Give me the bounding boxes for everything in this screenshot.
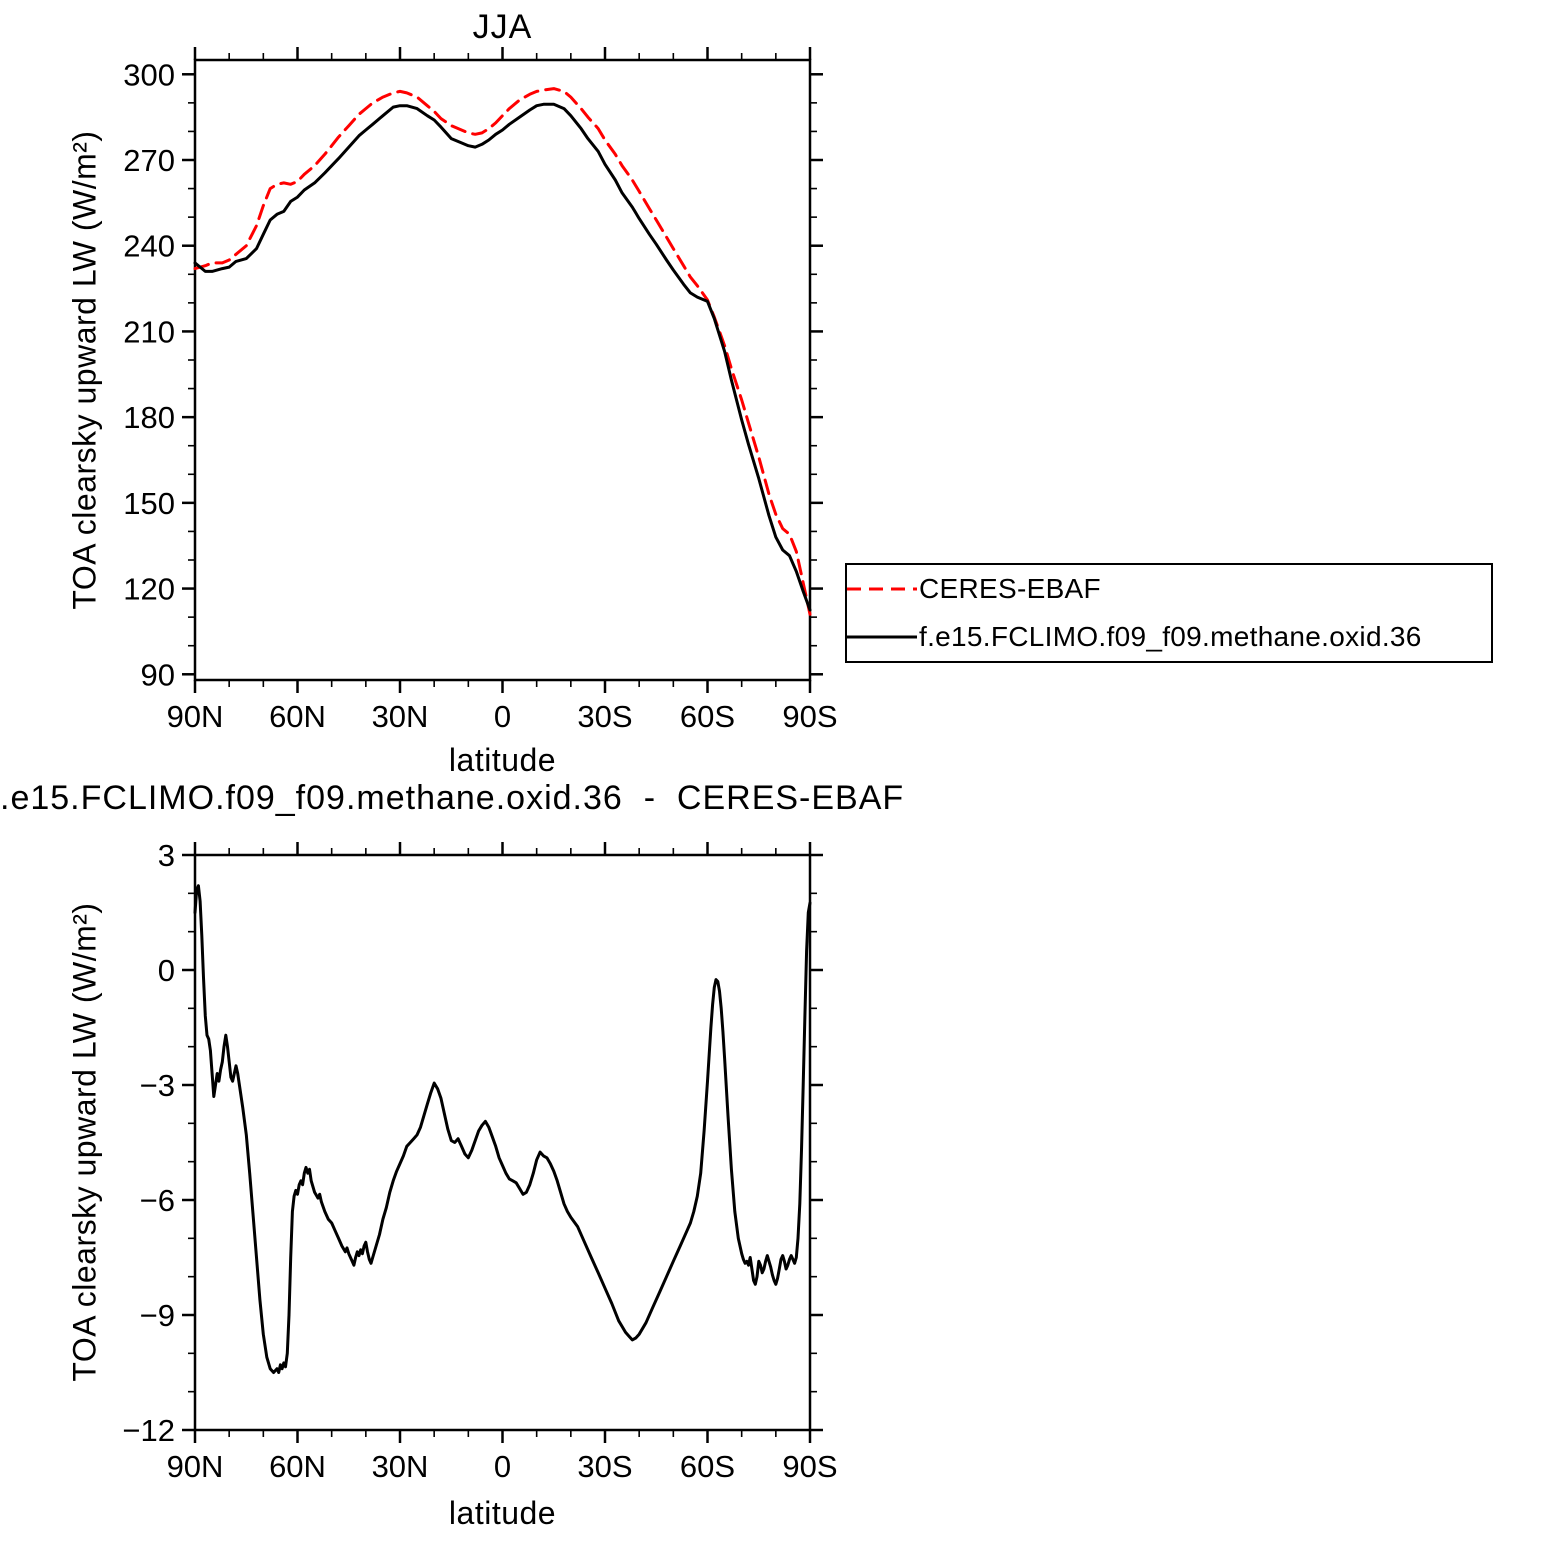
y-tick-label: 180 <box>123 400 175 435</box>
x-tick-label: 60N <box>269 1449 326 1484</box>
chart-legend: CERES-EBAF f.e15.FCLIMO.f09_f09.methane.… <box>845 563 1493 663</box>
bottom-chart-y-axis-label: TOA clearsky upward LW (W/m²) <box>66 902 103 1382</box>
y-tick-label: 210 <box>123 314 175 349</box>
series-line-0 <box>193 884 812 1374</box>
x-tick-label: 30N <box>372 1449 429 1484</box>
y-tick-label: 240 <box>123 229 175 264</box>
plot-frame <box>193 853 812 1432</box>
legend-solid-line-sample <box>847 635 917 639</box>
legend-item-model: f.e15.FCLIMO.f09_f09.methane.oxid.36 <box>847 613 1491 661</box>
legend-label-ceres-ebaf: CERES-EBAF <box>919 573 1101 604</box>
x-tick-label: 30S <box>577 699 632 734</box>
series-line-0 <box>193 87 812 616</box>
y-tick-label: 150 <box>123 486 175 521</box>
bottom-chart-x-axis-label: latitude <box>448 1495 557 1531</box>
x-tick-label: 90S <box>782 699 837 734</box>
legend-label-model: f.e15.FCLIMO.f09_f09.methane.oxid.36 <box>919 621 1422 652</box>
y-tick-label: 90 <box>141 657 175 692</box>
bottom-chart-title: .e15.FCLIMO.f09_f09.methane.oxid.36 - CE… <box>0 779 905 817</box>
y-tick-label: −12 <box>122 1413 175 1448</box>
y-tick-label: 120 <box>123 572 175 607</box>
y-tick-label: −3 <box>140 1068 175 1103</box>
y-tick-label: 270 <box>123 143 175 178</box>
x-tick-label: 0 <box>494 1449 511 1484</box>
x-tick-label: 90S <box>782 1449 837 1484</box>
top-chart-y-axis-label: TOA clearsky upward LW (W/m²) <box>66 130 103 610</box>
legend-dashed-line-sample <box>847 587 917 591</box>
y-tick-label: −6 <box>140 1183 175 1218</box>
y-tick-label: 0 <box>158 953 175 988</box>
series-line-1 <box>193 102 812 612</box>
y-tick-label: −9 <box>140 1298 175 1333</box>
x-tick-label: 90N <box>167 1449 224 1484</box>
x-tick-label: 30N <box>372 699 429 734</box>
top-chart-plot-area: 90N 60N 30N 0 30S 60S 90S 90 120 150 180 210 240 270 3… <box>123 47 838 734</box>
x-tick-label: 0 <box>494 699 511 734</box>
x-tick-label: 60N <box>269 699 326 734</box>
plot-frame <box>193 58 812 682</box>
x-tick-label: 60S <box>680 1449 735 1484</box>
y-tick-label: 3 <box>158 838 175 873</box>
top-chart-x-axis-label: latitude <box>448 742 557 778</box>
x-tick-label: 90N <box>167 699 224 734</box>
legend-item-ceres-ebaf: CERES-EBAF <box>847 565 1491 613</box>
x-tick-label: 30S <box>577 1449 632 1484</box>
x-tick-label: 60S <box>680 699 735 734</box>
top-chart-title: JJA <box>472 8 533 46</box>
y-tick-label: 300 <box>123 57 175 92</box>
bottom-chart-plot-area: 90N 60N 30N 0 30S 60S 90S −12 −9 −6 −3 0 3 <box>122 838 837 1484</box>
